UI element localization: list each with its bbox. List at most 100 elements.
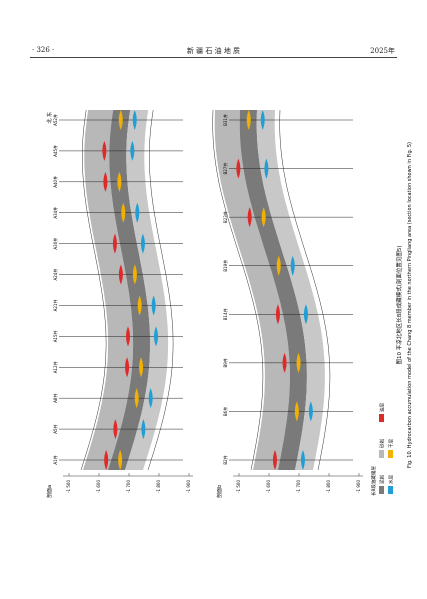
reservoir-patch <box>148 388 153 409</box>
boundary-line <box>212 109 264 471</box>
stratum-band <box>214 110 290 470</box>
well-label: A30井 <box>52 238 58 250</box>
well-label: A5井 <box>52 424 58 433</box>
reservoir-patch <box>141 419 146 440</box>
page-number: · 326 · <box>32 46 55 54</box>
reservoir-patch <box>118 264 123 285</box>
reservoir-patch <box>104 450 109 470</box>
well-label: A8井 <box>52 394 58 403</box>
panel-label: 剖面a <box>46 485 53 498</box>
caption-cn: 图10 平凉北地区长8段成藏模式(剖面位置见图5) <box>395 245 403 364</box>
well-label: A40井 <box>52 176 58 188</box>
reservoir-patch <box>140 233 145 254</box>
reservoir-patch <box>113 419 118 440</box>
reservoir-patch <box>132 264 137 285</box>
reservoir-patch <box>112 233 117 254</box>
well-label: A1井 <box>52 455 58 464</box>
depth-label: -1 700 <box>126 480 131 493</box>
well-label: A21井 <box>52 300 58 312</box>
legend-swatch <box>388 486 393 494</box>
panel-label: 剖面b <box>216 485 223 498</box>
reservoir-patch <box>130 140 135 161</box>
well-label: A12井 <box>52 361 58 373</box>
depth-label: -1 600 <box>96 480 101 493</box>
reservoir-patch <box>303 304 308 325</box>
header-rule <box>30 57 397 58</box>
stratum-band <box>256 110 325 470</box>
year: 2025年 <box>370 47 395 55</box>
reservoir-patch <box>135 202 140 223</box>
reservoir-patch <box>236 158 241 179</box>
legend-swatch <box>379 486 384 494</box>
reservoir-patch <box>151 295 156 316</box>
legend-swatch <box>388 450 393 458</box>
reservoir-patch <box>121 202 126 223</box>
depth-label: -1 800 <box>326 480 331 493</box>
direction-label: 北 东 <box>46 112 53 124</box>
well-label: A45井 <box>52 145 58 157</box>
reservoir-patch <box>103 171 108 192</box>
reservoir-patch <box>246 110 251 130</box>
well-label: A15井 <box>52 330 58 342</box>
well-label: B23井 <box>222 211 228 223</box>
depth-label: -1 800 <box>156 480 161 493</box>
well-label: B27井 <box>222 163 228 175</box>
reservoir-patch <box>118 450 123 470</box>
legend-label: 油层 <box>379 403 386 412</box>
reservoir-patch <box>247 207 252 228</box>
reservoir-patch <box>118 110 123 130</box>
depth-label: -1 600 <box>266 480 271 493</box>
depth-label: -1 500 <box>236 480 241 493</box>
reservoir-patch <box>296 352 301 373</box>
well-label: B31井 <box>222 114 228 126</box>
legend-label: 水层 <box>388 475 395 484</box>
reservoir-patch <box>300 450 305 470</box>
depth-label: -1 700 <box>296 480 301 493</box>
journal-name: 新 疆 石 油 地 质 <box>186 47 241 55</box>
reservoir-patch <box>153 326 158 347</box>
well-label: B6井 <box>222 407 228 416</box>
well-label: B14井 <box>222 308 228 320</box>
well-label: A52井 <box>52 114 58 126</box>
legend-swatch <box>379 414 384 422</box>
reservoir-patch <box>132 110 137 130</box>
legend-title: 长8段油藏储层 <box>370 466 377 496</box>
well-label: A34井 <box>52 207 58 219</box>
reservoir-patch <box>260 110 265 130</box>
stratum-band <box>125 110 169 470</box>
well-label: B9井 <box>222 358 228 367</box>
well-label: B2井 <box>222 455 228 464</box>
reservoir-patch <box>276 255 281 276</box>
depth-label: -1 900 <box>186 480 191 493</box>
stratum-band <box>239 110 307 470</box>
reservoir-patch <box>134 388 139 409</box>
reservoir-patch <box>261 207 266 228</box>
reservoir-patch <box>125 357 130 378</box>
legend-label: 干层 <box>389 439 395 448</box>
well-label: A24井 <box>52 269 58 281</box>
stratum-band <box>108 110 151 470</box>
boundary-line <box>80 109 107 471</box>
legend-label: 砂岩 <box>379 439 386 448</box>
reservoir-patch <box>125 326 130 347</box>
stratum-band <box>83 110 134 470</box>
depth-label: -1 900 <box>356 480 361 493</box>
reservoir-patch <box>282 352 287 373</box>
well-label: B19井 <box>222 260 228 272</box>
reservoir-patch <box>290 255 295 276</box>
reservoir-patch <box>102 140 107 161</box>
reservoir-patch <box>264 158 269 179</box>
reservoir-patch <box>308 401 313 422</box>
reservoir-patch <box>137 295 142 316</box>
reservoir-patch <box>139 357 144 378</box>
boundary-line <box>147 109 174 471</box>
reservoir-patch <box>117 171 122 192</box>
reservoir-patch <box>272 450 277 470</box>
legend-label: 泥岩 <box>379 475 386 484</box>
reservoir-patch <box>294 401 299 422</box>
boundary-line <box>279 109 331 471</box>
caption-en: Fig. 10. Hydrocarbon accumulation model … <box>407 142 413 468</box>
legend-swatch <box>379 450 384 458</box>
